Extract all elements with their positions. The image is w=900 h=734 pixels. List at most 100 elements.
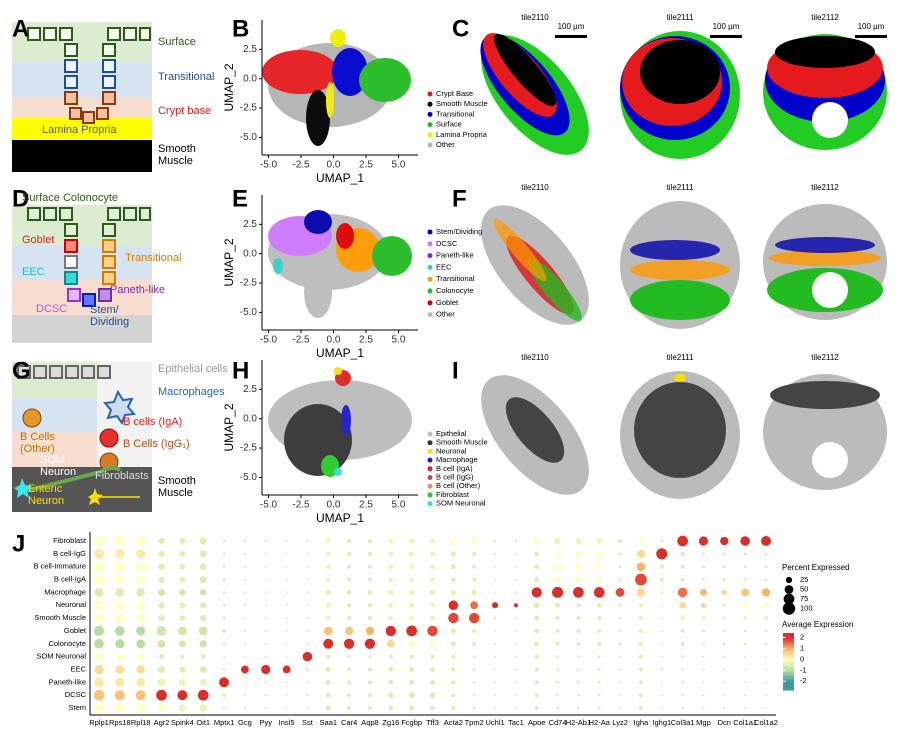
dot [285, 604, 288, 607]
color-tick-label: 0 [800, 654, 804, 663]
dot [555, 641, 560, 646]
color-bar-segment [783, 672, 794, 675]
dot [618, 642, 622, 646]
dot [764, 552, 768, 556]
dot [115, 574, 125, 585]
dot [596, 550, 603, 557]
dot [430, 538, 435, 544]
dot [264, 539, 267, 543]
legend-marker [427, 501, 433, 507]
dot [282, 665, 291, 674]
gene-label: Col1a1 [733, 718, 757, 727]
dot [222, 578, 226, 581]
color-bar-segment [783, 681, 794, 684]
dot [158, 614, 165, 622]
dot [448, 600, 459, 611]
panel-letter: A [12, 15, 29, 42]
tile-title: tile2112 [811, 353, 839, 362]
panel-letter: I [452, 357, 459, 384]
dot [347, 655, 351, 659]
dot [306, 578, 309, 581]
dot [472, 628, 477, 633]
schematic-label: B Cells (Other) [20, 431, 55, 455]
dot [723, 655, 726, 658]
spatial-f [481, 201, 887, 329]
dot [554, 537, 561, 545]
gene-label: Dcn [718, 718, 731, 727]
dot [115, 665, 125, 674]
dot [680, 628, 685, 633]
dot [116, 652, 124, 661]
dot [285, 565, 288, 568]
dot [514, 642, 517, 645]
gene-label: Insl5 [279, 718, 295, 727]
dot [575, 538, 582, 544]
dot [306, 668, 309, 671]
dot [534, 641, 540, 647]
gene-label: Tac1 [508, 718, 524, 727]
legend-marker [427, 300, 433, 306]
dot [368, 693, 372, 698]
schematic-label: DCSC [36, 303, 68, 315]
dot [534, 564, 540, 570]
dot [514, 552, 517, 555]
dot [347, 603, 352, 608]
dot [343, 638, 355, 649]
gene-label: Col1a2 [754, 718, 778, 727]
dot [222, 603, 226, 607]
dot [576, 641, 581, 646]
dot [156, 689, 167, 701]
y-tick-label: -2.5 [240, 103, 258, 114]
dot [158, 563, 165, 570]
legend-marker [427, 492, 433, 498]
dot [741, 588, 750, 597]
dot [409, 654, 414, 659]
gene-label: Tpm2 [465, 718, 484, 727]
row-label: Smooth Muscle [34, 613, 86, 622]
dot [347, 551, 352, 556]
dot [243, 539, 246, 543]
color-bar-segment [783, 657, 794, 660]
gene-label: Pyy [259, 718, 272, 727]
dot [135, 536, 146, 546]
panel-letter: C [452, 15, 469, 42]
dot [368, 706, 372, 710]
gene-label: Aqp8 [361, 718, 379, 727]
dot [638, 667, 643, 672]
dot [679, 601, 687, 609]
dot [681, 668, 685, 671]
dot [285, 552, 288, 555]
x-axis-title: UMAP_1 [316, 171, 364, 185]
gene-label: Mgp [696, 718, 711, 727]
color-bar-segment [783, 644, 794, 647]
dot [115, 677, 125, 687]
dot [158, 602, 165, 609]
legend-label: Stem/Dividing [436, 227, 482, 236]
dot [306, 539, 309, 543]
dot [323, 626, 333, 636]
tile-title: tile2112 [811, 13, 839, 22]
dot [243, 642, 246, 645]
tile-title: tile2110 [521, 353, 549, 362]
color-bar-segment [783, 660, 794, 662]
dot [388, 577, 394, 582]
dot [744, 694, 747, 697]
gene-label: Lyz2 [612, 718, 628, 727]
dot [344, 626, 354, 636]
dot [136, 613, 146, 623]
schematic-label: Macrophages [158, 386, 225, 398]
color-bar-segment [783, 635, 794, 638]
dot [306, 642, 309, 645]
dot [388, 589, 394, 596]
dot [285, 591, 288, 594]
dot [264, 552, 267, 555]
legend-marker [427, 122, 433, 128]
legend-marker [427, 264, 433, 270]
dot [573, 587, 584, 598]
dot [222, 590, 226, 594]
dot [347, 564, 352, 569]
y-tick-label: 0.0 [243, 413, 257, 424]
dot [179, 576, 186, 583]
dot [199, 678, 207, 686]
y-axis-title: UMAP_2 [222, 403, 236, 451]
